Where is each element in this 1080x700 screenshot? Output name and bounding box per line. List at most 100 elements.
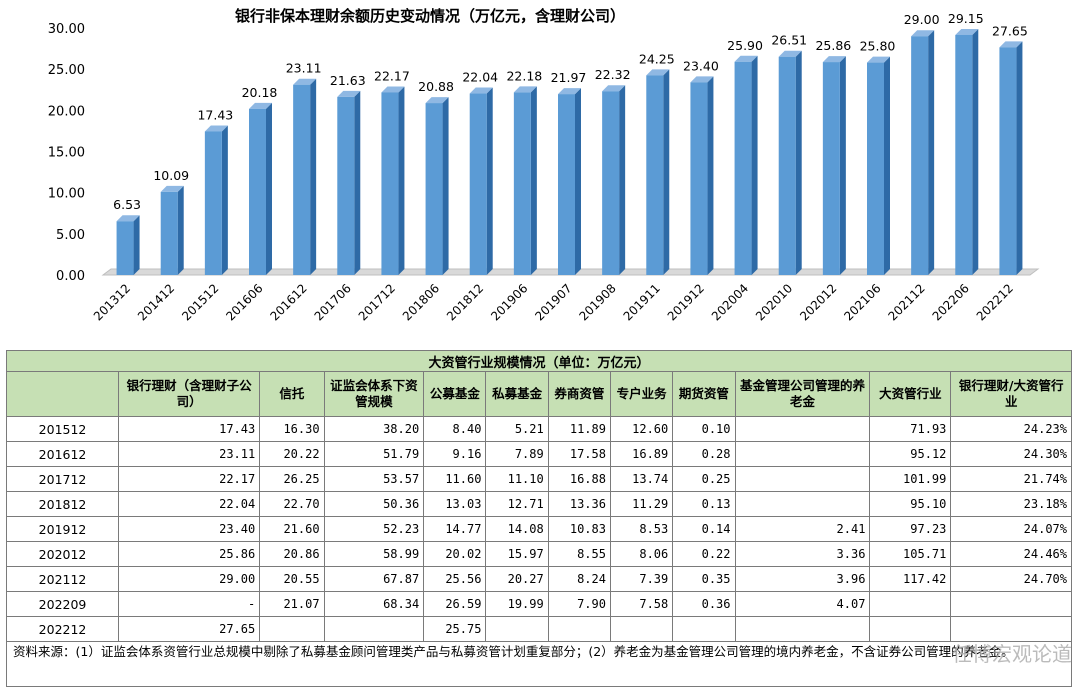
bar-side <box>354 90 361 276</box>
table-cell <box>734 466 871 492</box>
data-label: 24.25 <box>639 51 675 66</box>
table-cell: 0.10 <box>672 416 736 442</box>
table-cell: 7.90 <box>547 591 611 617</box>
table-cell: 0.13 <box>672 491 736 517</box>
table-cell: 3.36 <box>734 541 871 567</box>
table-cell: 24.70% <box>950 566 1072 592</box>
chart-title: 银行非保本理财余额历史变动情况（万亿元，含理财公司） <box>235 7 625 25</box>
row-date-cell: 201812 <box>5 491 120 517</box>
y-tick-label: 5.00 <box>56 228 85 243</box>
bar-front <box>425 103 443 275</box>
table-cell: 24.46% <box>950 541 1072 567</box>
bar-side <box>795 50 802 276</box>
bar-front <box>778 56 796 276</box>
bar-201907 <box>558 88 581 275</box>
bar-side <box>972 28 979 275</box>
data-label: 25.86 <box>815 38 851 53</box>
data-label: 21.63 <box>330 73 366 88</box>
column-header: 期货资管 <box>672 371 736 417</box>
table-cell: 71.93 <box>869 416 952 442</box>
table-cell: 0.14 <box>672 516 736 542</box>
table-cell: 7.89 <box>485 441 549 467</box>
table-title: 大资管行业规模情况（单位：万亿元） <box>6 350 1072 372</box>
row-date-cell: 202112 <box>5 566 120 592</box>
bar-side <box>707 76 714 275</box>
table-cell: 21.60 <box>259 516 325 542</box>
bar-top <box>513 86 537 93</box>
table-cell: 17.43 <box>118 416 261 442</box>
table-cell: 11.29 <box>609 491 674 517</box>
bar-side <box>530 86 537 275</box>
bar-202206 <box>955 28 979 275</box>
table-cell: 26.59 <box>423 591 487 617</box>
table-cell: 25.86 <box>118 541 261 567</box>
table-note-row: 资料来源：(1）证监会体系资管行业总规模中剔除了私募基金顾问管理类产品与私募资管… <box>6 641 1072 687</box>
bar-side <box>884 56 890 275</box>
x-tick-label: 201812 <box>444 281 486 323</box>
x-tick-label: 201911 <box>621 281 663 323</box>
x-tick-label: 201412 <box>135 281 177 323</box>
bar-side <box>486 87 493 276</box>
table-cell: 25.75 <box>423 616 487 642</box>
table-cell: 101.99 <box>869 466 952 492</box>
bar-202212 <box>999 41 1023 276</box>
table-cell <box>323 616 425 642</box>
x-tick-label: 201907 <box>532 281 574 323</box>
x-tick-label: 202212 <box>974 281 1016 323</box>
data-label: 29.00 <box>904 12 940 27</box>
table-cell: 21.74% <box>950 466 1072 492</box>
row-date-cell: 201712 <box>5 466 120 492</box>
x-tick-label: 201612 <box>267 281 309 323</box>
data-label: 25.80 <box>860 39 896 54</box>
x-tick-label: 202106 <box>841 281 883 323</box>
table-cell: 53.57 <box>323 466 425 492</box>
data-label: 20.88 <box>418 79 454 94</box>
bar-top <box>690 76 714 83</box>
bar-top <box>204 125 228 132</box>
bar-front <box>204 131 222 275</box>
table-cell: 15.97 <box>485 541 549 567</box>
bar-201706 <box>337 90 361 276</box>
bar-front <box>999 47 1017 276</box>
table-cell <box>734 491 871 517</box>
table-cell: 8.06 <box>609 541 674 567</box>
x-tick-label: 201706 <box>312 281 354 323</box>
bar-front <box>690 82 708 275</box>
table-cell <box>950 591 1072 617</box>
table-row: 201612 23.11 20.22 51.79 9.16 7.89 17.58 16.89 0… <box>5 441 1072 467</box>
bar-side <box>177 185 184 275</box>
x-tick-label: 201312 <box>91 281 133 323</box>
bar-top <box>646 69 670 76</box>
table-cell: 22.17 <box>118 466 261 492</box>
bar-front <box>513 92 531 275</box>
bar-side <box>1016 41 1023 276</box>
row-date-cell: 202209 <box>5 591 120 617</box>
table-cell: 9.16 <box>423 441 487 467</box>
bar-chart: 银行非保本理财余额历史变动情况（万亿元，含理财公司） 0.00 5.00 10.00… <box>0 0 1080 345</box>
data-label: 22.32 <box>595 67 631 82</box>
table-cell: 12.60 <box>609 416 674 442</box>
table-cell: 105.71 <box>869 541 952 567</box>
bar-front <box>822 62 840 275</box>
table-row: 201712 22.17 26.25 53.57 11.60 11.10 16.88 13.7… <box>5 466 1072 492</box>
data-label: 27.65 <box>992 23 1028 38</box>
bar-front <box>116 221 134 275</box>
table-cell: 8.24 <box>547 566 611 592</box>
bar-top <box>249 102 272 109</box>
table-cell: 68.34 <box>323 591 425 617</box>
table-cell <box>734 441 871 467</box>
y-axis: 0.00 5.00 10.00 15.00 20.00 25.00 30.00 <box>48 22 85 284</box>
bar-top <box>425 97 449 104</box>
table-cell: 20.02 <box>423 541 487 567</box>
bar-side <box>751 55 758 275</box>
table-cell: 50.36 <box>323 491 425 517</box>
bar-side <box>310 78 317 276</box>
bar-side <box>839 56 846 275</box>
table-cell: 14.77 <box>423 516 487 542</box>
x-tick-label: 202004 <box>709 281 751 323</box>
bar-201812 <box>469 87 493 276</box>
data-label: 20.18 <box>242 85 278 100</box>
bar-201806 <box>425 97 449 275</box>
bar-top <box>734 55 758 62</box>
bar-side <box>928 30 935 275</box>
